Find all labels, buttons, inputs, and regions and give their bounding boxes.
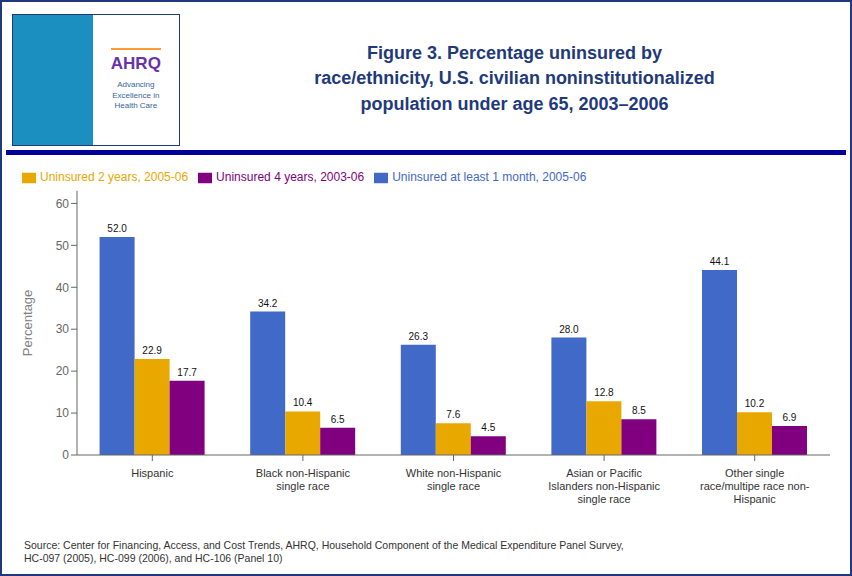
svg-text:10: 10 bbox=[56, 406, 70, 420]
svg-text:4.5: 4.5 bbox=[481, 422, 495, 433]
svg-text:12.8: 12.8 bbox=[594, 387, 614, 398]
svg-text:26.3: 26.3 bbox=[409, 331, 429, 342]
svg-text:6.5: 6.5 bbox=[331, 414, 345, 425]
svg-text:White non-Hispanicsingle race: White non-Hispanicsingle race bbox=[406, 467, 502, 492]
svg-text:6.9: 6.9 bbox=[783, 412, 797, 423]
svg-text:40: 40 bbox=[56, 281, 70, 295]
svg-text:7.6: 7.6 bbox=[446, 409, 460, 420]
svg-text:Hispanic: Hispanic bbox=[131, 467, 174, 479]
svg-text:10.4: 10.4 bbox=[293, 397, 313, 408]
svg-text:28.0: 28.0 bbox=[559, 324, 579, 335]
svg-text:0: 0 bbox=[62, 448, 69, 462]
html-text:Uninsured 2 years, 2005-06: Uninsured 2 years, 2005-06 bbox=[40, 170, 189, 184]
svg-text:Percentage: Percentage bbox=[20, 290, 35, 357]
html-text:Source: Center for Financing,: Source: Center for Financing, Access, an… bbox=[24, 538, 624, 565]
svg-text:50: 50 bbox=[56, 239, 70, 253]
svg-text:Other singlerace/multipe race: Other singlerace/multipe race non-Hispan… bbox=[700, 467, 810, 505]
svg-text:8.5: 8.5 bbox=[632, 405, 646, 416]
svg-text:17.7: 17.7 bbox=[177, 367, 197, 378]
html-text:Advancing Excellence in Health: Advancing Excellence in Health Care bbox=[112, 80, 160, 111]
svg-text:52.0: 52.0 bbox=[107, 223, 127, 234]
svg-text:30: 30 bbox=[56, 322, 70, 336]
svg-text:22.9: 22.9 bbox=[142, 345, 162, 356]
svg-text:44.1: 44.1 bbox=[710, 256, 730, 267]
svg-text:Black non-Hispanicsingle race: Black non-Hispanicsingle race bbox=[256, 467, 351, 492]
svg-text:20: 20 bbox=[56, 364, 70, 378]
html-text:Uninsured at least 1 month, 20: Uninsured at least 1 month, 2005-06 bbox=[392, 170, 587, 184]
svg-text:60: 60 bbox=[56, 197, 70, 211]
svg-text:Asian or PacificIslanders non-: Asian or PacificIslanders non-Hispanicsi… bbox=[548, 467, 660, 505]
svg-text:34.2: 34.2 bbox=[258, 298, 278, 309]
svg-text:10.2: 10.2 bbox=[745, 398, 765, 409]
html-text:AHRQ: AHRQ bbox=[110, 54, 161, 74]
html-text:Figure 3. Percentage uninsured: Figure 3. Percentage uninsured by race/e… bbox=[314, 43, 715, 114]
html-text:Uninsured 4 years, 2003-06: Uninsured 4 years, 2003-06 bbox=[216, 170, 365, 184]
